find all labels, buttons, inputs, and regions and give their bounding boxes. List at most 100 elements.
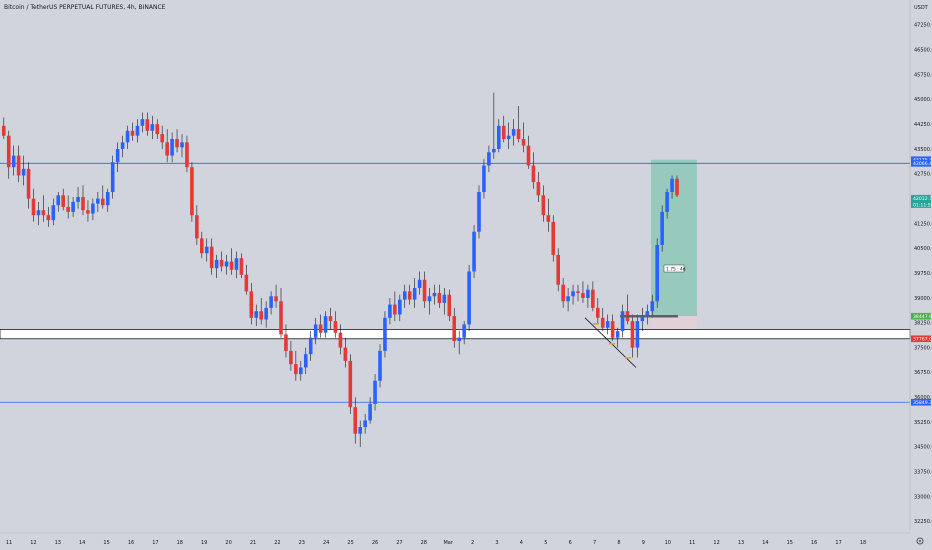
candle [145,112,150,136]
candle [279,288,283,338]
price-badge: 01:11:59 [911,201,932,208]
candle-body [175,139,179,148]
candle [388,297,392,325]
candle-body [204,246,209,254]
candle [467,264,471,332]
candle [482,158,486,199]
candle [472,225,476,279]
signal-marker [625,357,631,359]
candle [591,281,595,312]
candle-body [190,167,194,216]
candle-body [294,364,298,375]
candle [348,354,353,414]
time-tick-label: 23 [299,540,305,546]
candle [462,321,466,345]
candle-body [244,274,249,292]
candle [477,185,481,239]
price-tick-label: 37500.0 [914,345,932,351]
candle [36,201,41,226]
candle [556,248,560,292]
candle [541,185,546,222]
candle-body [338,332,343,348]
time-tick-label: 13 [55,540,61,546]
price-axis[interactable]: 47250.0 46500.0 45750.0 45000.0 44250.0 43500… [909,0,932,530]
candle [635,314,640,358]
gear-icon[interactable] [916,537,924,545]
time-tick-label: 2 [471,540,474,546]
candle-body [135,125,140,136]
candle-body [105,192,110,206]
candle [61,188,65,211]
time-tick-label: 15 [787,540,793,546]
candle [343,337,348,368]
candle-body [407,291,412,300]
price-tick-label: 39000.0 [914,296,932,302]
price-badge: 35849.3 [911,398,932,406]
candle [536,172,541,202]
price-tick-label: 44250.0 [914,122,932,128]
candle-body [333,321,338,333]
candle [457,331,461,355]
candle [249,283,254,325]
candle-body [264,307,268,320]
candle-body [46,215,51,221]
candle [363,413,367,434]
candle [135,119,140,143]
candle [373,374,377,411]
price-badge-label: 35849.3 [913,400,932,406]
candle-body [526,145,531,166]
candle [368,397,372,424]
candle-body [125,130,130,143]
candle [333,311,338,338]
time-tick-label: 24 [323,540,329,546]
candle [571,284,575,305]
candle [383,311,387,358]
candle-body [462,324,466,338]
time-tick-label: 21 [250,540,256,546]
candle-body [76,196,80,202]
candle-body [640,316,645,322]
candle [51,198,56,226]
candle [155,119,160,140]
candle-body [630,321,635,348]
candle-body [101,198,105,206]
candle [229,248,234,275]
time-tick-label: 4 [520,540,523,546]
candle [105,188,110,212]
time-tick-label: 22 [274,540,280,546]
candle-body [591,289,595,308]
candle-body [239,258,244,275]
candle [239,253,244,279]
candle-body [358,427,362,434]
candle-body [26,168,31,199]
candle [417,271,422,295]
candle-body [447,294,452,317]
candle-body [586,289,590,298]
candle [26,162,31,209]
trendline[interactable] [584,317,637,368]
candle [402,284,407,308]
candle [294,350,298,381]
candle [398,294,402,322]
candle-body [353,407,358,434]
candle-body [501,125,506,140]
candle [91,198,95,221]
candle-body [650,301,655,312]
candle-body [511,129,516,136]
candle-body [472,231,476,272]
time-axis[interactable]: 11 12 13 14 15 16 17 18 19 20 21 22 23 24 25 26 27 28 Mar 2… [0,532,910,546]
candle [2,117,6,140]
currency-label[interactable]: USDT [914,5,929,11]
time-tick-label: 27 [396,540,402,546]
candle-body [86,210,90,214]
candle-body [536,182,541,196]
candle-body [467,271,471,325]
candle [412,278,417,308]
candle [605,314,610,335]
candle [269,291,273,315]
candle-body [289,350,293,365]
price-tick-label: 45750.0 [914,72,932,78]
candle-body [457,337,461,341]
